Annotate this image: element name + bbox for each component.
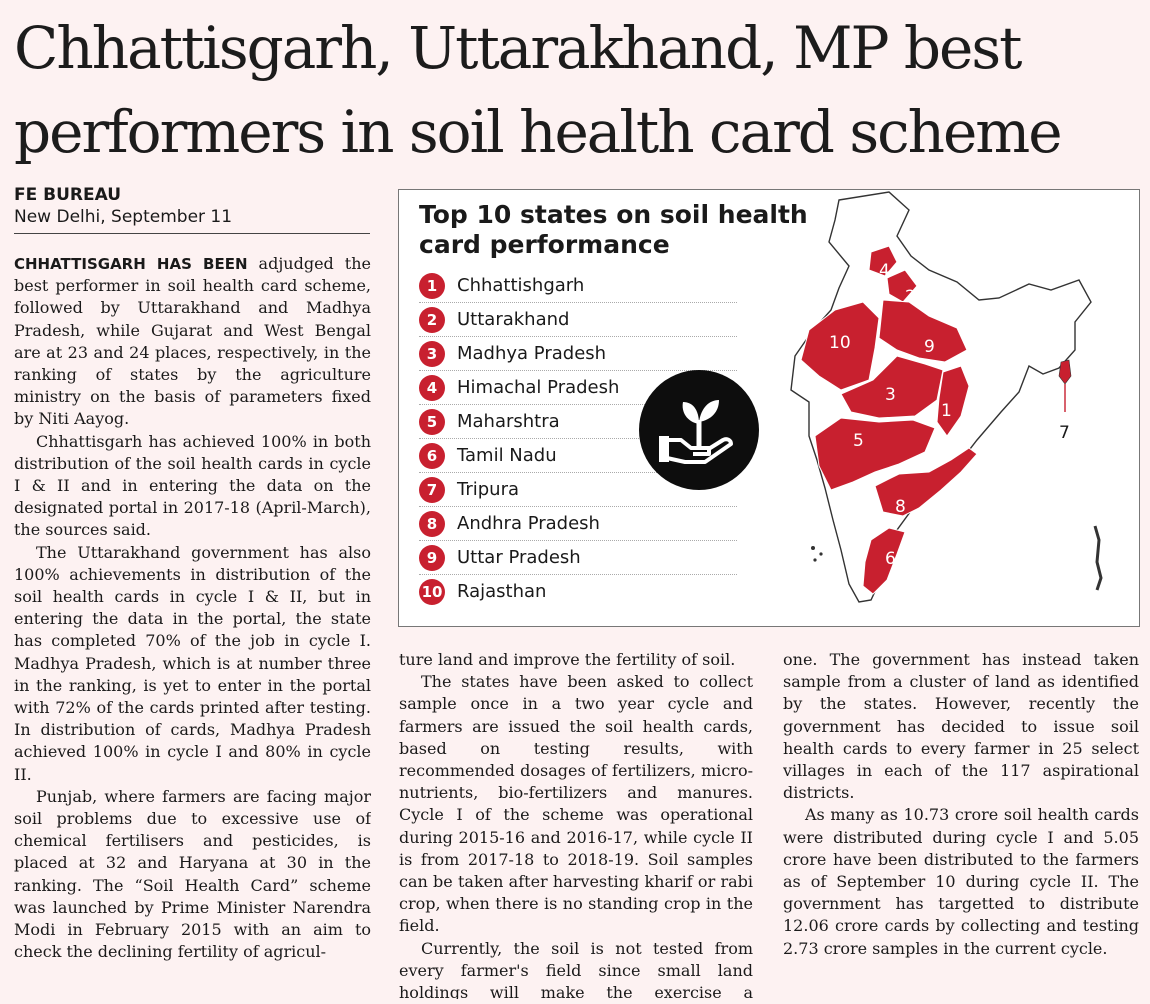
map-label: 7 bbox=[1059, 423, 1070, 443]
rank-badge: 9 bbox=[419, 544, 445, 571]
state-uttar-pradesh bbox=[878, 299, 968, 363]
india-map: 4 2 10 9 3 1 5 8 6 7 bbox=[790, 191, 1103, 603]
paragraph: The Uttarakhand government has also 100%… bbox=[14, 542, 371, 784]
state-name: Uttarakhand bbox=[457, 309, 570, 330]
state-tamil-nadu bbox=[862, 527, 906, 595]
byline: FE BUREAU New Delhi, September 11 bbox=[14, 184, 370, 228]
paragraph: one. The government has instead taken sa… bbox=[783, 650, 1139, 803]
state-name: Madhya Pradesh bbox=[457, 343, 607, 364]
article-column-1: CHHATTISGARH HAS BEEN adjudged the best … bbox=[14, 253, 371, 998]
state-name: Chhattishgarh bbox=[457, 275, 585, 296]
map-label: 9 bbox=[924, 337, 935, 357]
state-name: Tripura bbox=[457, 479, 520, 500]
rank-badge: 8 bbox=[419, 510, 445, 537]
state-name: Himachal Pradesh bbox=[457, 377, 620, 398]
ranking-item: 7 Tripura bbox=[419, 473, 737, 507]
rank-badge: 4 bbox=[419, 374, 445, 401]
byline-agency: FE BUREAU bbox=[14, 185, 122, 205]
paragraph: Punjab, where farmers are facing major s… bbox=[14, 786, 371, 962]
state-madhya-pradesh bbox=[840, 355, 944, 419]
state-name: Rajasthan bbox=[457, 581, 547, 602]
map-label: 10 bbox=[829, 333, 851, 353]
infographic-title: Top 10 states on soil health card perfor… bbox=[419, 200, 808, 259]
ranking-item: 1 Chhattishgarh bbox=[419, 269, 737, 303]
rank-badge: 7 bbox=[419, 476, 445, 503]
map-label: 4 bbox=[879, 261, 890, 281]
state-himachal-pradesh bbox=[868, 245, 898, 277]
rank-badge: 10 bbox=[419, 578, 445, 605]
rank-badge: 5 bbox=[419, 408, 445, 435]
rank-badge: 2 bbox=[419, 306, 445, 333]
state-maharashtra bbox=[814, 417, 936, 491]
map-label: 2 bbox=[905, 287, 916, 307]
ranking-item: 3 Madhya Pradesh bbox=[419, 337, 737, 371]
paragraph: Chhattisgarh has achieved 100% in both d… bbox=[14, 431, 371, 540]
map-label: 6 bbox=[885, 549, 896, 569]
rank-badge: 6 bbox=[419, 442, 445, 469]
map-label: 1 bbox=[941, 401, 952, 421]
map-label: 3 bbox=[885, 385, 896, 405]
state-tripura bbox=[1058, 359, 1072, 385]
ranking-item: 8 Andhra Pradesh bbox=[419, 507, 737, 541]
dateline: New Delhi, September 11 bbox=[14, 207, 233, 227]
paragraph: CHHATTISGARH HAS BEEN adjudged the best … bbox=[14, 253, 371, 431]
paragraph: As many as 10.73 crore soil health cards… bbox=[783, 805, 1139, 958]
paragraph-text: adjudged the best performer in soil heal… bbox=[14, 254, 371, 429]
paragraph: The states have been asked to collect sa… bbox=[399, 672, 753, 936]
article-column-3: one. The government has instead taken sa… bbox=[783, 649, 1139, 999]
state-name: Andhra Pradesh bbox=[457, 513, 600, 534]
lead-in: CHHATTISGARH HAS BEEN bbox=[14, 255, 248, 273]
article-column-2: ture land and improve the fertility of s… bbox=[399, 649, 753, 999]
rank-badge: 1 bbox=[419, 272, 445, 299]
ranking-item: 5 Maharshtra bbox=[419, 405, 737, 439]
state-name: Uttar Pradesh bbox=[457, 547, 581, 568]
ranking-item: 4 Himachal Pradesh bbox=[419, 371, 737, 405]
infographic-box: Top 10 states on soil health card perfor… bbox=[398, 189, 1140, 627]
paragraph: ture land and improve the fertility of s… bbox=[399, 650, 736, 669]
state-name: Tamil Nadu bbox=[457, 445, 557, 466]
ranking-item: 2 Uttarakhand bbox=[419, 303, 737, 337]
rank-badge: 3 bbox=[419, 340, 445, 367]
map-label: 5 bbox=[853, 431, 864, 451]
hand-with-seedling-icon bbox=[639, 370, 759, 490]
map-label: 8 bbox=[895, 497, 906, 517]
state-chhattisgarh bbox=[936, 365, 970, 437]
state-name: Maharshtra bbox=[457, 411, 560, 432]
ranking-item: 6 Tamil Nadu bbox=[419, 439, 737, 473]
ranking-list: 1 Chhattishgarh 2 Uttarakhand 3 Madhya Prad… bbox=[419, 269, 737, 608]
state-rajasthan bbox=[800, 301, 880, 391]
paragraph: Currently, the soil is not tested from e… bbox=[399, 938, 753, 999]
state-uttarakhand bbox=[886, 269, 918, 303]
byline-divider bbox=[14, 233, 370, 234]
state-andhra-pradesh bbox=[874, 447, 978, 517]
ranking-item: 9 Uttar Pradesh bbox=[419, 541, 737, 575]
ranking-item: 10 Rajasthan bbox=[419, 575, 737, 608]
headline: Chhattisgarh, Uttarakhand, MP best perfo… bbox=[14, 14, 1063, 166]
